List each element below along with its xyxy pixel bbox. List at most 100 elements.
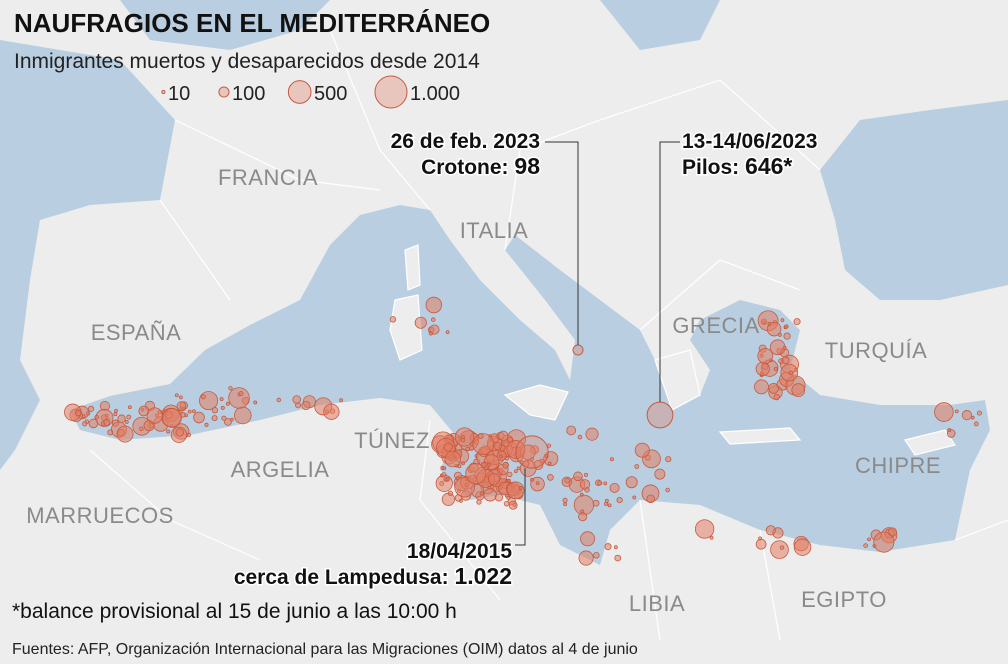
legend-circle: [374, 75, 408, 109]
incident-dot: [494, 493, 503, 502]
subtitle: Inmigrantes muertos y desaparecidos desd…: [14, 50, 480, 73]
incident-dot: [175, 428, 184, 437]
incident-dot: [389, 316, 397, 323]
incident-dot: [766, 321, 782, 337]
incident-dot: [634, 464, 640, 469]
country-label: LIBIA: [629, 591, 685, 616]
incident-dot: [228, 387, 250, 409]
incident-dot: [609, 482, 620, 493]
incident-dot: [873, 531, 895, 553]
incident-dot: [506, 481, 525, 500]
incident-dot: [107, 429, 114, 436]
incident-dot: [646, 494, 655, 504]
incident-dot: [773, 393, 780, 401]
annotation-place: cerca de Lampedusa: 1.022: [234, 563, 512, 589]
incident-dot: [276, 397, 282, 403]
crete: [718, 427, 802, 445]
incident-dot: [947, 428, 952, 433]
incident-dot: [425, 296, 443, 314]
incident-dot: [791, 383, 806, 398]
incident-dot: [444, 450, 461, 468]
incident-dot: [573, 471, 583, 482]
incident-dot: [934, 402, 954, 422]
incident-dot: [773, 366, 778, 371]
incident-dot: [508, 500, 518, 510]
incident-dot: [117, 414, 126, 423]
incident-dot: [503, 500, 510, 507]
incident-dot: [459, 498, 463, 503]
incident-dot: [518, 486, 523, 490]
country-label: FRANCIA: [218, 165, 318, 190]
incident-dot: [863, 543, 868, 548]
incident-dot: [479, 491, 484, 496]
annotation-value: 98: [514, 153, 540, 179]
incident-dot: [493, 442, 502, 451]
incident-dot: [562, 497, 568, 503]
incident-dot: [564, 478, 570, 484]
incident-dot: [457, 464, 462, 469]
incident-dot: [597, 480, 603, 486]
incident-dot: [116, 425, 134, 443]
country-label: ARGELIA: [231, 457, 330, 482]
sicily: [503, 384, 569, 421]
incident-dot: [579, 492, 584, 497]
incident-dot: [211, 415, 218, 422]
incident-dot: [782, 345, 787, 351]
incident-dot: [768, 383, 779, 394]
incident-dot: [583, 472, 589, 477]
incident-dot: [498, 454, 503, 459]
country-label: TÚNEZ: [354, 428, 430, 453]
incident-dot: [461, 435, 465, 439]
incident-dot: [186, 432, 192, 437]
incident-dot: [767, 321, 772, 326]
incident-dot: [192, 409, 196, 414]
legend-label: 100: [232, 83, 265, 105]
leader-line: [545, 141, 579, 345]
incident-dot: [665, 456, 672, 463]
incident-dot: [445, 330, 450, 334]
incident-dot: [461, 437, 466, 443]
incident-dot: [585, 427, 599, 441]
incident-dot: [961, 410, 973, 421]
annotation-place-text: Crotone:: [421, 156, 509, 179]
source: Fuentes: AFP, Organización Internacional…: [12, 641, 638, 658]
incident-dot: [443, 442, 453, 452]
incident-dot: [465, 463, 487, 485]
incident-dot: [204, 422, 209, 427]
country-label: CHIPRE: [855, 453, 941, 478]
incident-dot: [603, 481, 608, 486]
incident-dot: [184, 413, 189, 418]
incident-dot: [435, 474, 453, 492]
incident-dot: [146, 407, 163, 424]
corsica: [404, 244, 421, 291]
incident-dot: [178, 395, 183, 400]
incident-dot: [126, 414, 132, 420]
borders: [89, 29, 1008, 641]
incident-dot: [176, 401, 187, 411]
incident-dot: [954, 409, 959, 414]
incident-dot: [94, 415, 99, 420]
incident-dot: [87, 405, 95, 412]
legend-circle: [287, 80, 312, 104]
incident-dot: [505, 456, 509, 461]
peloponnese: [654, 349, 701, 411]
title: NAUFRAGIOS EN EL MEDITERRÁNEO: [14, 8, 490, 38]
incident-dot: [754, 379, 769, 395]
incident-dot: [793, 318, 801, 326]
incident-dot: [765, 525, 776, 536]
incident-dot: [447, 490, 454, 496]
annotation-place: Crotone: 98: [421, 153, 540, 179]
incident-dot: [592, 499, 600, 507]
incident-dot: [187, 409, 192, 414]
incident-dot: [233, 406, 252, 425]
incident-dot: [616, 496, 623, 504]
incident-dot: [429, 324, 440, 335]
incident-dot: [654, 468, 666, 480]
incident-dot: [976, 410, 982, 416]
annotation-value: 646*: [745, 153, 792, 179]
black-sea: [820, 100, 1008, 300]
incident-dot: [578, 512, 588, 522]
incident-dot: [295, 402, 302, 409]
incident-dot: [793, 538, 812, 556]
